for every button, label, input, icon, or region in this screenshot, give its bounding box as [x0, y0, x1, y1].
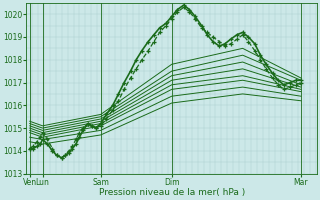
X-axis label: Pression niveau de la mer( hPa ): Pression niveau de la mer( hPa )	[99, 188, 245, 197]
